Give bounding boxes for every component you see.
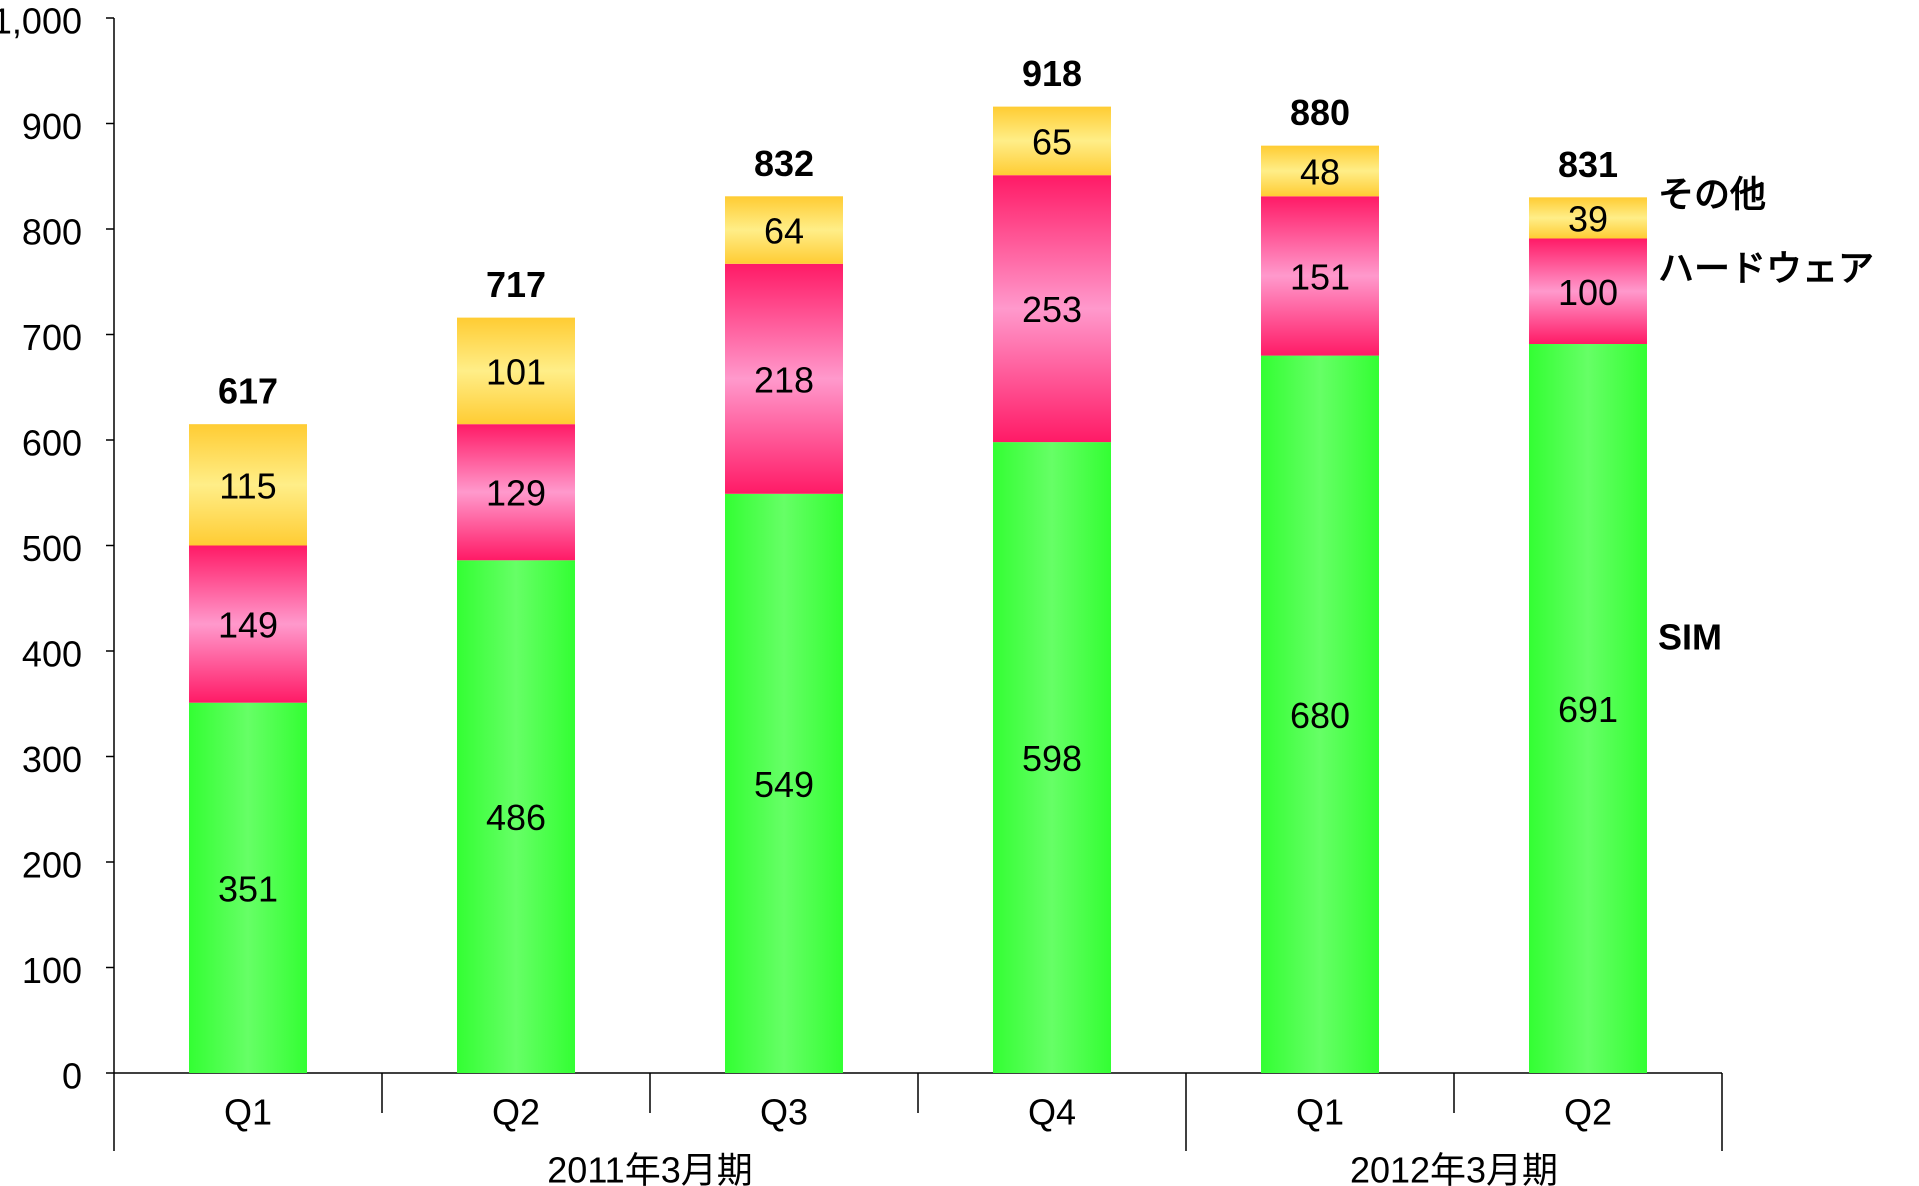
value-label: 129: [486, 473, 546, 514]
bar-segment: [725, 493, 843, 1073]
total-label: 918: [1022, 53, 1082, 94]
value-label: 486: [486, 797, 546, 838]
value-label: 691: [1558, 689, 1618, 730]
bar-segment: [457, 424, 575, 561]
bar-segment: [1529, 238, 1647, 344]
value-label: 101: [486, 351, 546, 392]
y-tick-label: 800: [22, 212, 82, 253]
bar-segment: [725, 196, 843, 264]
y-tick-label: 200: [22, 845, 82, 886]
x-tick-label: Q2: [1564, 1092, 1612, 1133]
x-tick-label: Q1: [224, 1092, 272, 1133]
x-tick-label: Q3: [760, 1092, 808, 1133]
value-label: 598: [1022, 738, 1082, 779]
bar-segment: [189, 545, 307, 703]
bar-segment: [189, 702, 307, 1073]
x-tick-label: Q2: [492, 1092, 540, 1133]
group-label: 2012年3月期: [1350, 1150, 1558, 1186]
bar-segment: [1529, 197, 1647, 239]
value-label: 218: [754, 359, 814, 400]
value-label: 680: [1290, 695, 1350, 736]
bar-segment: [1261, 145, 1379, 197]
bar-segment: [457, 317, 575, 425]
bar-segment: [457, 560, 575, 1073]
value-label: 351: [218, 868, 278, 909]
value-label: 48: [1300, 151, 1340, 192]
y-tick-label: 1,000: [0, 1, 82, 42]
y-tick-label: 100: [22, 950, 82, 991]
y-tick-label: 700: [22, 317, 82, 358]
y-tick-label: 500: [22, 528, 82, 569]
legend-label: ハードウェア: [1658, 248, 1874, 289]
x-tick-label: Q4: [1028, 1092, 1076, 1133]
total-label: 832: [754, 143, 814, 184]
bar-segment: [189, 424, 307, 546]
legend-label: SIM: [1658, 617, 1722, 658]
total-label: 880: [1290, 92, 1350, 133]
value-label: 149: [218, 605, 278, 646]
y-tick-label: 400: [22, 634, 82, 675]
y-tick-label: 0: [62, 1056, 82, 1097]
total-label: 831: [1558, 144, 1618, 185]
bar-segment: [1261, 196, 1379, 356]
value-label: 115: [219, 465, 276, 506]
group-label: 2011年3月期: [547, 1150, 752, 1186]
bar-segment: [1529, 343, 1647, 1073]
y-tick-label: 600: [22, 423, 82, 464]
bar-segment: [993, 106, 1111, 176]
value-label: 39: [1568, 198, 1608, 239]
total-label: 717: [486, 264, 546, 305]
bar-segment: [993, 442, 1111, 1073]
bar-segment: [993, 175, 1111, 443]
bar-segment: [1261, 355, 1379, 1074]
bar-segment: [725, 263, 843, 494]
value-label: 65: [1032, 121, 1072, 162]
value-label: 151: [1290, 256, 1350, 297]
y-tick-label: 300: [22, 739, 82, 780]
x-tick-label: Q1: [1296, 1092, 1344, 1133]
value-label: 64: [764, 211, 804, 252]
legend-label: その他: [1658, 174, 1766, 215]
value-label: 549: [754, 764, 814, 805]
y-tick-label: 900: [22, 106, 82, 147]
value-label: 100: [1558, 272, 1618, 313]
value-label: 253: [1022, 289, 1082, 330]
total-label: 617: [218, 371, 278, 412]
